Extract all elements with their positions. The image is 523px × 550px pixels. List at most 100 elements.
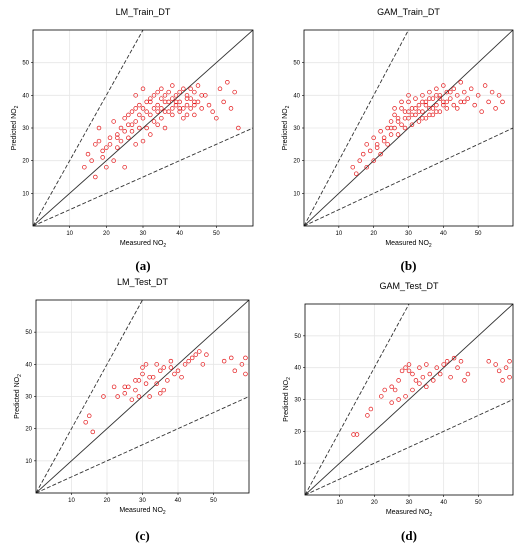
data-point — [458, 80, 464, 85]
data-point — [409, 112, 415, 118]
data-point — [236, 125, 241, 131]
chart-title: LM_Test_DT — [117, 277, 169, 287]
x-tick-label: 20 — [371, 500, 378, 506]
panel-caption: (d) — [401, 528, 417, 543]
data-point — [420, 99, 425, 105]
data-point — [378, 151, 383, 157]
data-point — [214, 115, 219, 121]
data-point — [181, 115, 186, 121]
data-point — [144, 125, 149, 131]
data-point — [136, 378, 142, 383]
data-point — [179, 374, 184, 380]
reference-line-lower — [305, 399, 513, 495]
data-point — [413, 96, 418, 101]
data-point — [395, 119, 401, 124]
data-point — [173, 102, 179, 108]
data-point — [486, 99, 491, 105]
data-point — [100, 155, 105, 160]
x-tick-label: 40 — [176, 231, 183, 237]
data-point — [206, 102, 212, 108]
chart-title: LM_Train_DT — [116, 7, 171, 17]
data-point — [437, 96, 443, 101]
data-point — [133, 93, 138, 98]
data-point — [184, 102, 190, 108]
data-point — [444, 106, 450, 111]
data-point — [140, 115, 146, 121]
data-point — [100, 148, 105, 154]
data-point — [126, 135, 131, 141]
data-point — [420, 115, 425, 121]
x-tick-label: 50 — [475, 500, 482, 506]
data-point — [360, 151, 366, 157]
y-tick-label: 10 — [25, 459, 32, 465]
data-point — [364, 164, 369, 170]
x-tick-label: 30 — [139, 498, 146, 504]
data-point — [239, 362, 245, 367]
data-point — [382, 387, 387, 393]
data-point — [434, 365, 439, 370]
data-point — [486, 359, 491, 364]
x-tick-label: 20 — [104, 498, 111, 504]
data-point — [204, 352, 209, 357]
data-point — [388, 125, 394, 131]
reference-line-upper — [304, 30, 410, 226]
data-point — [148, 132, 153, 137]
data-point — [89, 158, 94, 163]
data-point — [232, 368, 238, 374]
data-point — [395, 115, 401, 121]
y-tick-label: 20 — [293, 159, 300, 165]
data-point — [402, 115, 408, 121]
data-point — [424, 362, 429, 367]
x-tick-label: 10 — [66, 231, 73, 237]
data-point — [175, 368, 181, 374]
data-point — [122, 391, 127, 396]
data-point — [170, 96, 175, 101]
data-point — [399, 106, 404, 111]
data-point — [162, 125, 168, 131]
y-tick-label: 10 — [22, 191, 29, 197]
y-tick-label: 10 — [293, 191, 300, 197]
data-point — [111, 384, 117, 390]
data-point — [161, 365, 167, 370]
data-point — [155, 109, 160, 114]
data-point — [148, 99, 153, 105]
data-point — [374, 142, 380, 147]
y-tick-label: 50 — [22, 61, 29, 67]
data-point — [83, 419, 88, 425]
y-tick-label: 30 — [25, 395, 32, 401]
data-point — [115, 145, 120, 150]
data-point — [133, 106, 138, 111]
data-point — [188, 86, 193, 92]
data-point — [154, 362, 159, 367]
data-point — [451, 86, 457, 92]
data-point — [455, 93, 460, 98]
data-point — [406, 109, 411, 114]
data-point — [111, 158, 116, 163]
data-point — [388, 132, 394, 137]
y-tick-label: 40 — [294, 366, 301, 372]
data-point — [424, 384, 429, 390]
data-point — [104, 164, 109, 170]
data-point — [392, 112, 397, 118]
data-point — [140, 106, 146, 111]
data-point — [173, 99, 179, 105]
data-point — [161, 387, 167, 393]
chart-title: GAM_Test_DT — [379, 281, 439, 291]
data-point — [503, 365, 509, 370]
data-point — [107, 135, 113, 141]
reference-line-upper — [36, 300, 144, 493]
data-point — [184, 93, 190, 98]
data-point — [462, 378, 467, 383]
data-point — [170, 106, 175, 111]
data-point — [403, 394, 408, 399]
data-point — [413, 378, 419, 383]
data-point — [374, 145, 380, 150]
data-point — [165, 378, 170, 383]
data-point — [172, 371, 177, 377]
data-point — [192, 99, 197, 105]
data-point — [416, 102, 422, 108]
data-point — [155, 102, 160, 108]
chart-panel: LM_Test_DT 10 20 30 40 50 10 20 30 40 50 Measured N… — [14, 277, 250, 543]
y-tick-label: 10 — [294, 461, 301, 467]
